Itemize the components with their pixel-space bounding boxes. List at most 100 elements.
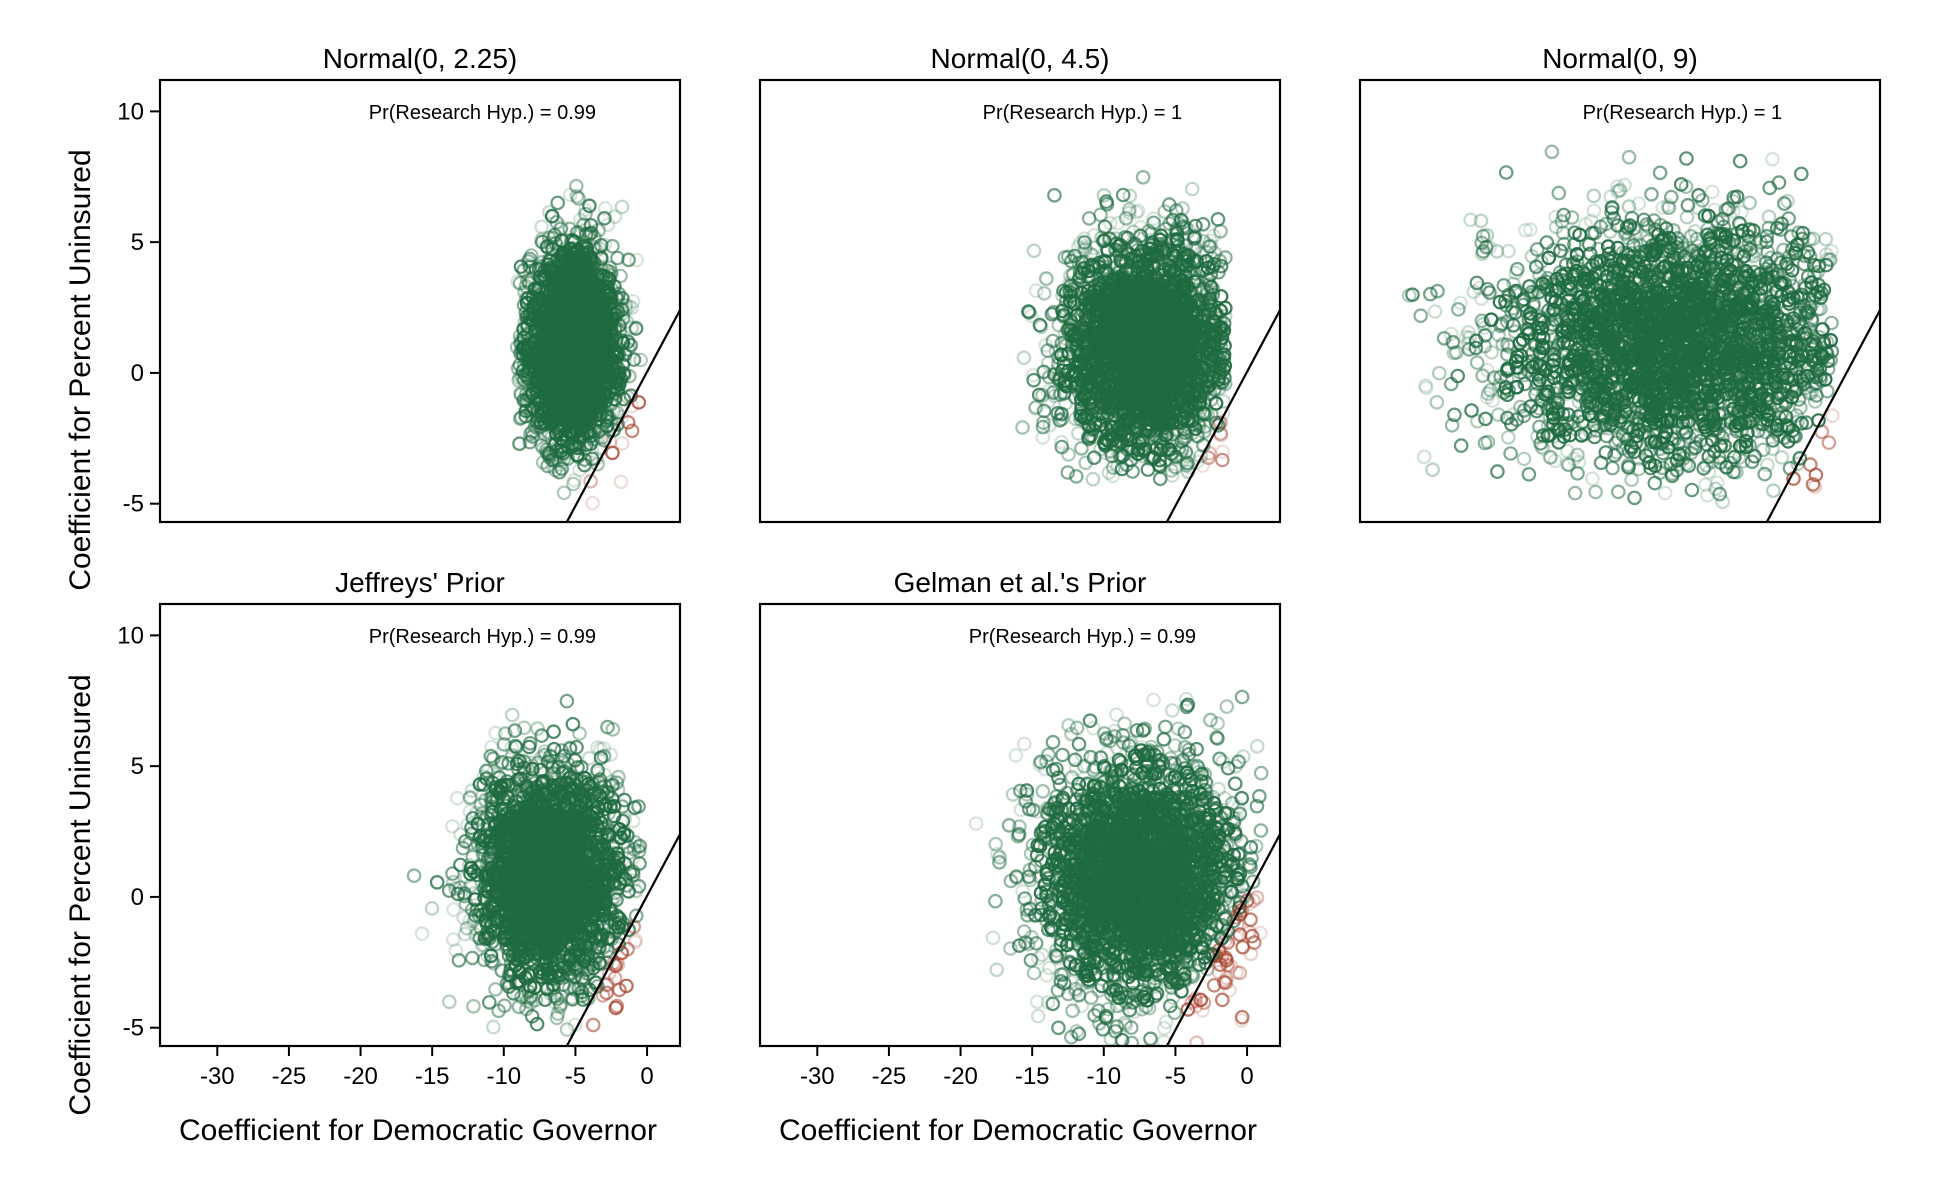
point-supporting — [628, 321, 644, 336]
point-supporting — [599, 410, 615, 426]
point-supporting — [585, 266, 601, 281]
point-supporting — [1054, 434, 1069, 450]
probability-annotation: Pr(Research Hyp.) = 0.99 — [369, 102, 596, 124]
point-supporting — [509, 339, 525, 355]
point-supporting — [577, 202, 593, 218]
point-supporting — [533, 329, 549, 345]
point-supporting — [553, 443, 569, 459]
point-supporting — [579, 373, 595, 388]
point-supporting — [555, 350, 571, 365]
point-supporting — [552, 326, 567, 342]
point-supporting — [1021, 305, 1037, 320]
point-supporting — [546, 411, 562, 427]
point-supporting — [562, 305, 577, 320]
point-supporting — [616, 391, 632, 407]
boundary-line — [565, 309, 680, 522]
point-supporting — [534, 320, 549, 336]
point-supporting — [568, 403, 584, 419]
point-supporting — [534, 219, 549, 235]
point-supporting — [571, 225, 587, 241]
y-tick-label: 5 — [131, 229, 144, 256]
point-supporting — [569, 188, 585, 204]
point-supporting — [601, 409, 617, 425]
scatter-points — [1015, 170, 1233, 487]
point-supporting — [533, 365, 548, 380]
point-supporting — [1101, 465, 1117, 480]
point-supporting — [559, 298, 574, 314]
point-supporting — [577, 457, 592, 473]
point-supporting — [522, 434, 538, 450]
point-supporting — [517, 284, 532, 300]
point-supporting — [1216, 394, 1231, 409]
point-supporting — [532, 296, 547, 312]
point-supporting — [629, 320, 644, 335]
y-tick-label: 0 — [131, 360, 144, 387]
point-supporting — [523, 248, 539, 263]
point-supporting — [593, 267, 609, 283]
point-supporting — [1026, 243, 1042, 259]
point-supporting — [511, 373, 526, 388]
point-contradicting — [583, 473, 598, 489]
plot-frame — [158, 78, 682, 524]
point-supporting — [578, 258, 594, 273]
point-supporting — [610, 291, 626, 307]
panel-1: Normal(0, 2.25)Pr(Research Hyp.) = 0.99-… — [117, 43, 682, 524]
point-supporting — [562, 362, 578, 378]
point-supporting — [591, 332, 607, 347]
point-supporting — [524, 271, 540, 286]
point-supporting — [608, 307, 623, 322]
point-supporting — [1215, 405, 1231, 421]
point-supporting — [580, 349, 595, 364]
point-supporting — [588, 395, 603, 411]
point-supporting — [1118, 211, 1134, 226]
point-supporting — [597, 211, 612, 226]
point-supporting — [607, 209, 623, 225]
point-supporting — [531, 375, 546, 390]
point-supporting — [558, 389, 574, 405]
point-supporting — [571, 191, 586, 206]
point-supporting — [583, 218, 599, 233]
point-supporting — [621, 299, 637, 314]
point-supporting — [578, 418, 594, 433]
point-supporting — [1184, 181, 1200, 197]
point-supporting — [609, 291, 624, 307]
point-supporting — [591, 223, 606, 238]
point-supporting — [546, 270, 561, 285]
point-supporting — [575, 317, 591, 332]
point-supporting — [1122, 202, 1137, 217]
point-supporting — [1210, 212, 1226, 227]
panel-title: Normal(0, 2.25) — [323, 43, 518, 74]
point-supporting — [522, 251, 537, 267]
point-supporting — [623, 337, 638, 353]
point-supporting — [619, 314, 635, 329]
point-supporting — [597, 201, 613, 216]
point-supporting — [629, 252, 644, 268]
point-supporting — [513, 331, 529, 347]
point-supporting — [624, 300, 640, 315]
point-supporting — [570, 415, 585, 431]
point-supporting — [595, 385, 611, 400]
point-contradicting — [620, 415, 636, 430]
point-supporting — [542, 253, 558, 268]
point-supporting — [544, 208, 560, 224]
point-supporting — [556, 446, 572, 462]
point-supporting — [606, 404, 622, 419]
point-supporting — [543, 334, 558, 349]
point-supporting — [573, 212, 588, 227]
point-supporting — [546, 289, 561, 304]
point-supporting — [1146, 215, 1161, 231]
point-supporting — [526, 334, 542, 350]
point-supporting — [538, 284, 554, 300]
point-supporting — [614, 199, 630, 215]
point-contradicting — [585, 495, 600, 511]
point-supporting — [536, 323, 552, 339]
point-supporting — [543, 305, 559, 321]
point-supporting — [1130, 442, 1146, 457]
point-contradicting — [1213, 427, 1229, 443]
point-supporting — [1195, 217, 1211, 232]
point-supporting — [1165, 212, 1181, 228]
point-supporting — [519, 400, 535, 416]
point-contradicting — [624, 423, 640, 439]
point-supporting — [583, 225, 599, 241]
